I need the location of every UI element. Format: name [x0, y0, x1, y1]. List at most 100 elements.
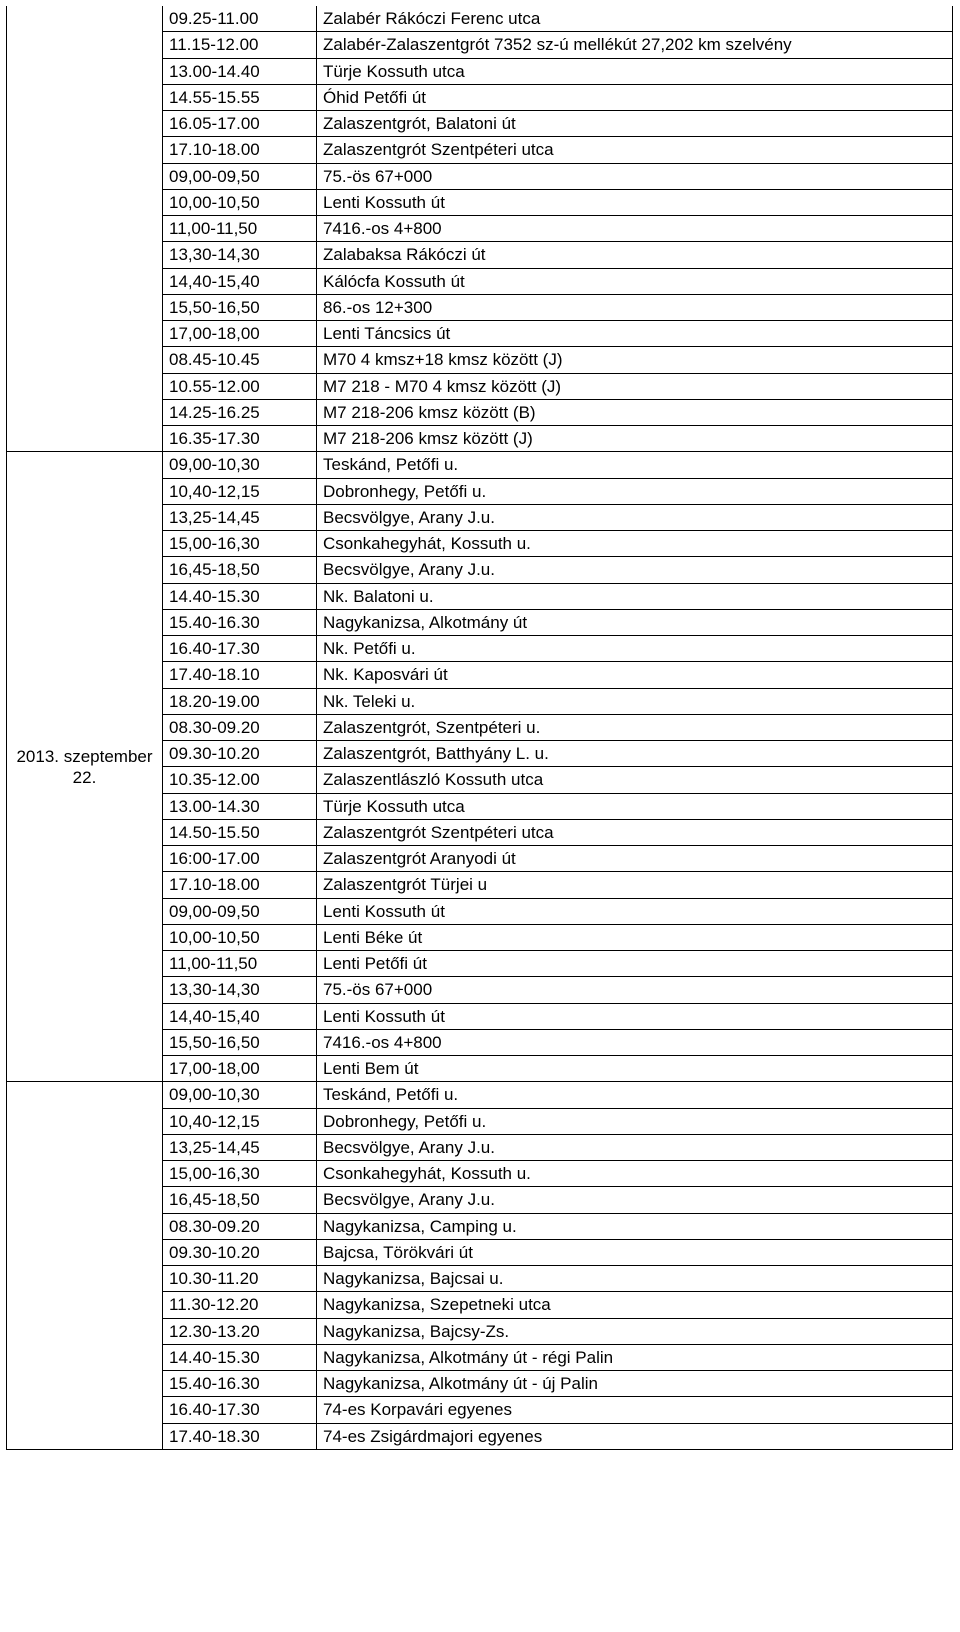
description-cell: 74-es Korpavári egyenes	[317, 1397, 953, 1423]
time-cell: 15.40-16.30	[163, 609, 317, 635]
description-cell: Becsvölgye, Arany J.u.	[317, 1187, 953, 1213]
description-cell: Óhid Petőfi út	[317, 84, 953, 110]
description-cell: Zalaszentgrót, Szentpéteri u.	[317, 714, 953, 740]
description-cell: 7416.-os 4+800	[317, 1029, 953, 1055]
time-cell: 17,00-18,00	[163, 1056, 317, 1082]
description-cell: Nk. Petőfi u.	[317, 636, 953, 662]
description-cell: Csonkahegyhát, Kossuth u.	[317, 531, 953, 557]
time-cell: 08.30-09.20	[163, 1213, 317, 1239]
description-cell: Zalaszentgrót, Balatoni út	[317, 111, 953, 137]
date-cell	[7, 1082, 163, 1450]
description-cell: Lenti Petőfi út	[317, 951, 953, 977]
time-cell: 14.40-15.30	[163, 1344, 317, 1370]
date-cell: 2013. szeptember 22.	[7, 452, 163, 1082]
time-cell: 14,40-15,40	[163, 268, 317, 294]
description-cell: Zalabér Rákóczi Ferenc utca	[317, 6, 953, 32]
time-cell: 10,40-12,15	[163, 478, 317, 504]
time-cell: 10.30-11.20	[163, 1266, 317, 1292]
description-cell: Dobronhegy, Petőfi u.	[317, 478, 953, 504]
time-cell: 14.50-15.50	[163, 819, 317, 845]
description-cell: Zalaszentgrót Aranyodi út	[317, 846, 953, 872]
description-cell: Csonkahegyhát, Kossuth u.	[317, 1161, 953, 1187]
schedule-row: 2013. szeptember 22.09,00-10,30Teskánd, …	[7, 452, 953, 478]
description-cell: 74-es Zsigárdmajori egyenes	[317, 1423, 953, 1449]
time-cell: 09,00-10,30	[163, 452, 317, 478]
description-cell: Nagykanizsa, Bajcsy-Zs.	[317, 1318, 953, 1344]
time-cell: 08.30-09.20	[163, 714, 317, 740]
description-cell: 86.-os 12+300	[317, 294, 953, 320]
time-cell: 11.30-12.20	[163, 1292, 317, 1318]
time-cell: 11,00-11,50	[163, 951, 317, 977]
time-cell: 11,00-11,50	[163, 216, 317, 242]
time-cell: 11.15-12.00	[163, 32, 317, 58]
description-cell: 75.-ös 67+000	[317, 163, 953, 189]
description-cell: Nk. Teleki u.	[317, 688, 953, 714]
description-cell: Zalaszentgrót Türjei u	[317, 872, 953, 898]
time-cell: 13.00-14.30	[163, 793, 317, 819]
description-cell: Nagykanizsa, Camping u.	[317, 1213, 953, 1239]
description-cell: M7 218-206 kmsz között (B)	[317, 399, 953, 425]
description-cell: M7 218-206 kmsz között (J)	[317, 426, 953, 452]
time-cell: 10,40-12,15	[163, 1108, 317, 1134]
description-cell: 7416.-os 4+800	[317, 216, 953, 242]
time-cell: 18.20-19.00	[163, 688, 317, 714]
description-cell: Nagykanizsa, Alkotmány út - új Palin	[317, 1371, 953, 1397]
time-cell: 10.35-12.00	[163, 767, 317, 793]
description-cell: Bajcsa, Törökvári út	[317, 1239, 953, 1265]
time-cell: 09.30-10.20	[163, 741, 317, 767]
description-cell: Lenti Bem út	[317, 1056, 953, 1082]
time-cell: 15,50-16,50	[163, 1029, 317, 1055]
time-cell: 09,00-09,50	[163, 163, 317, 189]
time-cell: 17.10-18.00	[163, 872, 317, 898]
description-cell: Nk. Balatoni u.	[317, 583, 953, 609]
time-cell: 16,45-18,50	[163, 557, 317, 583]
schedule-row: 09,00-10,30Teskánd, Petőfi u.	[7, 1082, 953, 1108]
time-cell: 09.30-10.20	[163, 1239, 317, 1265]
time-cell: 16,45-18,50	[163, 1187, 317, 1213]
description-cell: Lenti Kossuth út	[317, 1003, 953, 1029]
time-cell: 09,00-10,30	[163, 1082, 317, 1108]
description-cell: Türje Kossuth utca	[317, 58, 953, 84]
description-cell: Zalaszentgrót, Batthyány L. u.	[317, 741, 953, 767]
description-cell: M7 218 - M70 4 kmsz között (J)	[317, 373, 953, 399]
time-cell: 13.00-14.40	[163, 58, 317, 84]
time-cell: 15.40-16.30	[163, 1371, 317, 1397]
description-cell: Becsvölgye, Arany J.u.	[317, 1134, 953, 1160]
description-cell: M70 4 kmsz+18 kmsz között (J)	[317, 347, 953, 373]
description-cell: Nk. Kaposvári út	[317, 662, 953, 688]
time-cell: 17,00-18,00	[163, 321, 317, 347]
time-cell: 09.25-11.00	[163, 6, 317, 32]
time-cell: 14.25-16.25	[163, 399, 317, 425]
description-cell: Lenti Kossuth út	[317, 898, 953, 924]
time-cell: 13,30-14,30	[163, 242, 317, 268]
date-cell	[7, 6, 163, 452]
time-cell: 10.55-12.00	[163, 373, 317, 399]
time-cell: 15,50-16,50	[163, 294, 317, 320]
description-cell: Dobronhegy, Petőfi u.	[317, 1108, 953, 1134]
time-cell: 14,40-15,40	[163, 1003, 317, 1029]
time-cell: 16.40-17.30	[163, 1397, 317, 1423]
time-cell: 14.55-15.55	[163, 84, 317, 110]
time-cell: 08.45-10.45	[163, 347, 317, 373]
description-cell: Lenti Béke út	[317, 924, 953, 950]
description-cell: Zalabér-Zalaszentgrót 7352 sz-ú mellékút…	[317, 32, 953, 58]
description-cell: Teskánd, Petőfi u.	[317, 452, 953, 478]
description-cell: Türje Kossuth utca	[317, 793, 953, 819]
description-cell: Nagykanizsa, Szepetneki utca	[317, 1292, 953, 1318]
description-cell: Becsvölgye, Arany J.u.	[317, 557, 953, 583]
time-cell: 15,00-16,30	[163, 531, 317, 557]
time-cell: 16.05-17.00	[163, 111, 317, 137]
time-cell: 14.40-15.30	[163, 583, 317, 609]
description-cell: Nagykanizsa, Alkotmány út - régi Palin	[317, 1344, 953, 1370]
time-cell: 16.40-17.30	[163, 636, 317, 662]
description-cell: Teskánd, Petőfi u.	[317, 1082, 953, 1108]
time-cell: 09,00-09,50	[163, 898, 317, 924]
time-cell: 17.40-18.10	[163, 662, 317, 688]
description-cell: Lenti Táncsics út	[317, 321, 953, 347]
description-cell: Zalabaksa Rákóczi út	[317, 242, 953, 268]
time-cell: 16:00-17.00	[163, 846, 317, 872]
description-cell: Zalaszentgrót Szentpéteri utca	[317, 819, 953, 845]
time-cell: 13,25-14,45	[163, 1134, 317, 1160]
schedule-table: 09.25-11.00Zalabér Rákóczi Ferenc utca11…	[6, 6, 953, 1450]
description-cell: Nagykanizsa, Alkotmány út	[317, 609, 953, 635]
